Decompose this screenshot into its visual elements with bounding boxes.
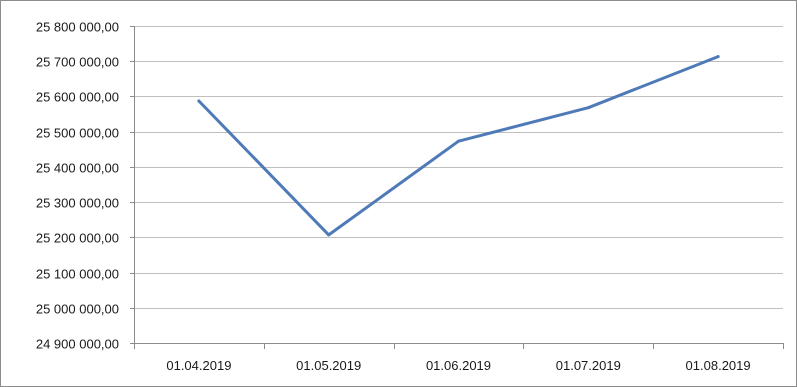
x-tick-label: 01.05.2019 xyxy=(296,358,361,373)
y-tick-label: 25 100 000,00 xyxy=(36,267,119,282)
y-tick-label: 24 900 000,00 xyxy=(36,337,119,352)
y-tick-label: 25 600 000,00 xyxy=(36,90,119,105)
data-point xyxy=(716,55,720,59)
y-tick-label: 25 800 000,00 xyxy=(36,20,119,35)
x-tick-label: 01.06.2019 xyxy=(426,358,491,373)
x-tick-label: 01.04.2019 xyxy=(166,358,231,373)
axes xyxy=(130,26,784,349)
y-tick-label: 25 500 000,00 xyxy=(36,126,119,141)
x-tick-labels: 01.04.2019 01.05.2019 01.06.2019 01.07.2019… xyxy=(166,358,750,373)
y-tick-label: 25 000 000,00 xyxy=(36,302,119,317)
data-point xyxy=(457,139,460,143)
y-tick-label: 25 700 000,00 xyxy=(36,55,119,70)
y-tick-label: 25 200 000,00 xyxy=(36,231,119,246)
series-line xyxy=(197,55,720,237)
y-tick-labels: 24 900 000,00 25 000 000,00 25 100 000,00 2… xyxy=(36,20,119,352)
data-point xyxy=(327,233,331,237)
data-point xyxy=(586,106,590,110)
series-layer xyxy=(197,55,720,237)
y-tick-label: 25 400 000,00 xyxy=(36,161,119,176)
y-tick-label: 25 300 000,00 xyxy=(36,196,119,211)
x-tick-label: 01.07.2019 xyxy=(556,358,621,373)
x-tick-label: 01.08.2019 xyxy=(686,358,751,373)
data-point xyxy=(197,99,201,103)
gridlines xyxy=(134,26,783,309)
